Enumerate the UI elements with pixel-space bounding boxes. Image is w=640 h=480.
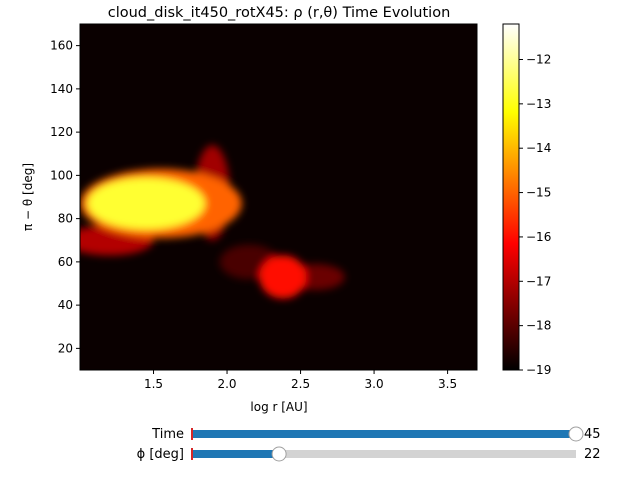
x-tick-label: 3.5 [438, 377, 457, 391]
colorbar-tick-label: −15 [526, 186, 551, 200]
phi-slider-fill [192, 450, 280, 458]
density-features [80, 145, 345, 299]
colorbar-tick-label: −13 [526, 97, 551, 111]
x-axis-label: log r [AU] [250, 400, 307, 414]
x-tick-label: 2.0 [217, 377, 236, 391]
time-slider-label: Time [151, 427, 184, 442]
colorbar-gradient [502, 23, 520, 371]
phi-slider-init-marker [191, 448, 193, 460]
y-axis: 20 40 60 80 100 120 140 160 [50, 39, 80, 355]
time-slider-fill [192, 430, 576, 438]
density-blob-6 [87, 177, 205, 230]
y-tick-label: 100 [50, 168, 73, 182]
colorbar-tick-label: −14 [526, 141, 551, 155]
y-tick-label: 80 [58, 212, 73, 226]
plot-frame [79, 23, 478, 371]
colorbar-tick-label: −17 [526, 274, 551, 288]
colorbar-tick-label: −16 [526, 230, 551, 244]
y-tick-label: 60 [58, 255, 73, 269]
phi-slider-track[interactable] [192, 450, 576, 458]
y-tick-label: 140 [50, 82, 73, 96]
x-tick-label: 3.0 [365, 377, 384, 391]
colorbar: −19 −18 −17 −16 −15 −14 −13 −12 [502, 23, 551, 377]
time-slider[interactable]: Time 45 [151, 426, 601, 442]
y-tick-label: 160 [50, 39, 73, 53]
colorbar-tick-label: −18 [526, 319, 551, 333]
y-tick-label: 20 [58, 341, 73, 355]
phi-slider-value: 22 [584, 447, 601, 462]
chart-title: cloud_disk_it450_rotX45: ρ (r,θ) Time Ev… [108, 5, 451, 21]
x-tick-label: 2.5 [291, 377, 310, 391]
colorbar-tick-label: −19 [526, 363, 551, 377]
heatmap-plot [79, 23, 478, 371]
phi-slider-handle[interactable] [271, 446, 287, 462]
density-blob-4 [259, 255, 307, 299]
colorbar-ticks: −19 −18 −17 −16 −15 −14 −13 −12 [519, 52, 551, 377]
time-slider-value: 45 [584, 427, 601, 442]
phi-slider[interactable]: ϕ [deg] 22 [137, 446, 601, 462]
y-axis-label: π − θ [deg] [21, 163, 35, 231]
y-tick-label: 40 [58, 298, 73, 312]
time-slider-init-marker [191, 428, 193, 440]
colorbar-tick-label: −12 [526, 52, 551, 66]
time-slider-handle[interactable] [568, 426, 584, 442]
x-tick-label: 1.5 [144, 377, 163, 391]
phi-slider-label: ϕ [deg] [137, 447, 184, 462]
x-axis: 1.5 2.0 2.5 3.0 3.5 [144, 370, 457, 391]
y-tick-label: 120 [50, 125, 73, 139]
